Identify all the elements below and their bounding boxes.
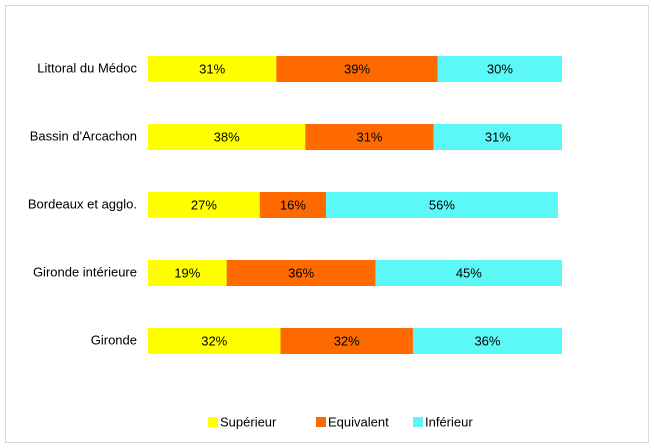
data-label: 32%	[201, 333, 227, 348]
bar-segment	[276, 56, 438, 82]
data-label: 31%	[485, 129, 511, 144]
bar-segment	[148, 328, 281, 354]
data-label: 32%	[334, 333, 360, 348]
bar-segment	[375, 260, 562, 286]
bar-segment	[226, 260, 376, 286]
data-label: 36%	[288, 265, 314, 280]
data-label: 38%	[214, 129, 240, 144]
data-label: 31%	[199, 61, 225, 76]
data-label: 30%	[487, 61, 513, 76]
category-label: Littoral du Médoc	[37, 60, 137, 75]
legend-swatch	[413, 417, 423, 427]
data-label: 31%	[356, 129, 382, 144]
data-label: 19%	[174, 265, 200, 280]
category-label: Gironde intérieure	[33, 264, 137, 279]
legend-swatch	[208, 417, 218, 427]
data-label: 56%	[429, 197, 455, 212]
bar-segment	[259, 192, 327, 218]
legend-label: Inférieur	[425, 414, 473, 429]
bar-segment	[437, 56, 562, 82]
bar-segment	[148, 260, 227, 286]
bar-segment	[148, 124, 306, 150]
bar-segment	[148, 192, 260, 218]
category-label: Gironde	[91, 332, 137, 347]
data-label: 36%	[474, 333, 500, 348]
bar-segment	[305, 124, 434, 150]
data-label: 16%	[280, 197, 306, 212]
category-label: Bordeaux et agglo.	[28, 196, 137, 211]
data-label: 45%	[456, 265, 482, 280]
bar-segment	[326, 192, 558, 218]
legend-label: Supérieur	[220, 414, 277, 429]
legend-label: Equivalent	[328, 414, 389, 429]
data-label: 27%	[191, 197, 217, 212]
category-label: Bassin d'Arcachon	[30, 128, 137, 143]
bar-segment	[280, 328, 413, 354]
bar-segment	[148, 56, 277, 82]
bar-segment	[412, 328, 562, 354]
data-label: 39%	[344, 61, 370, 76]
bar-segment	[433, 124, 562, 150]
legend-swatch	[316, 417, 326, 427]
